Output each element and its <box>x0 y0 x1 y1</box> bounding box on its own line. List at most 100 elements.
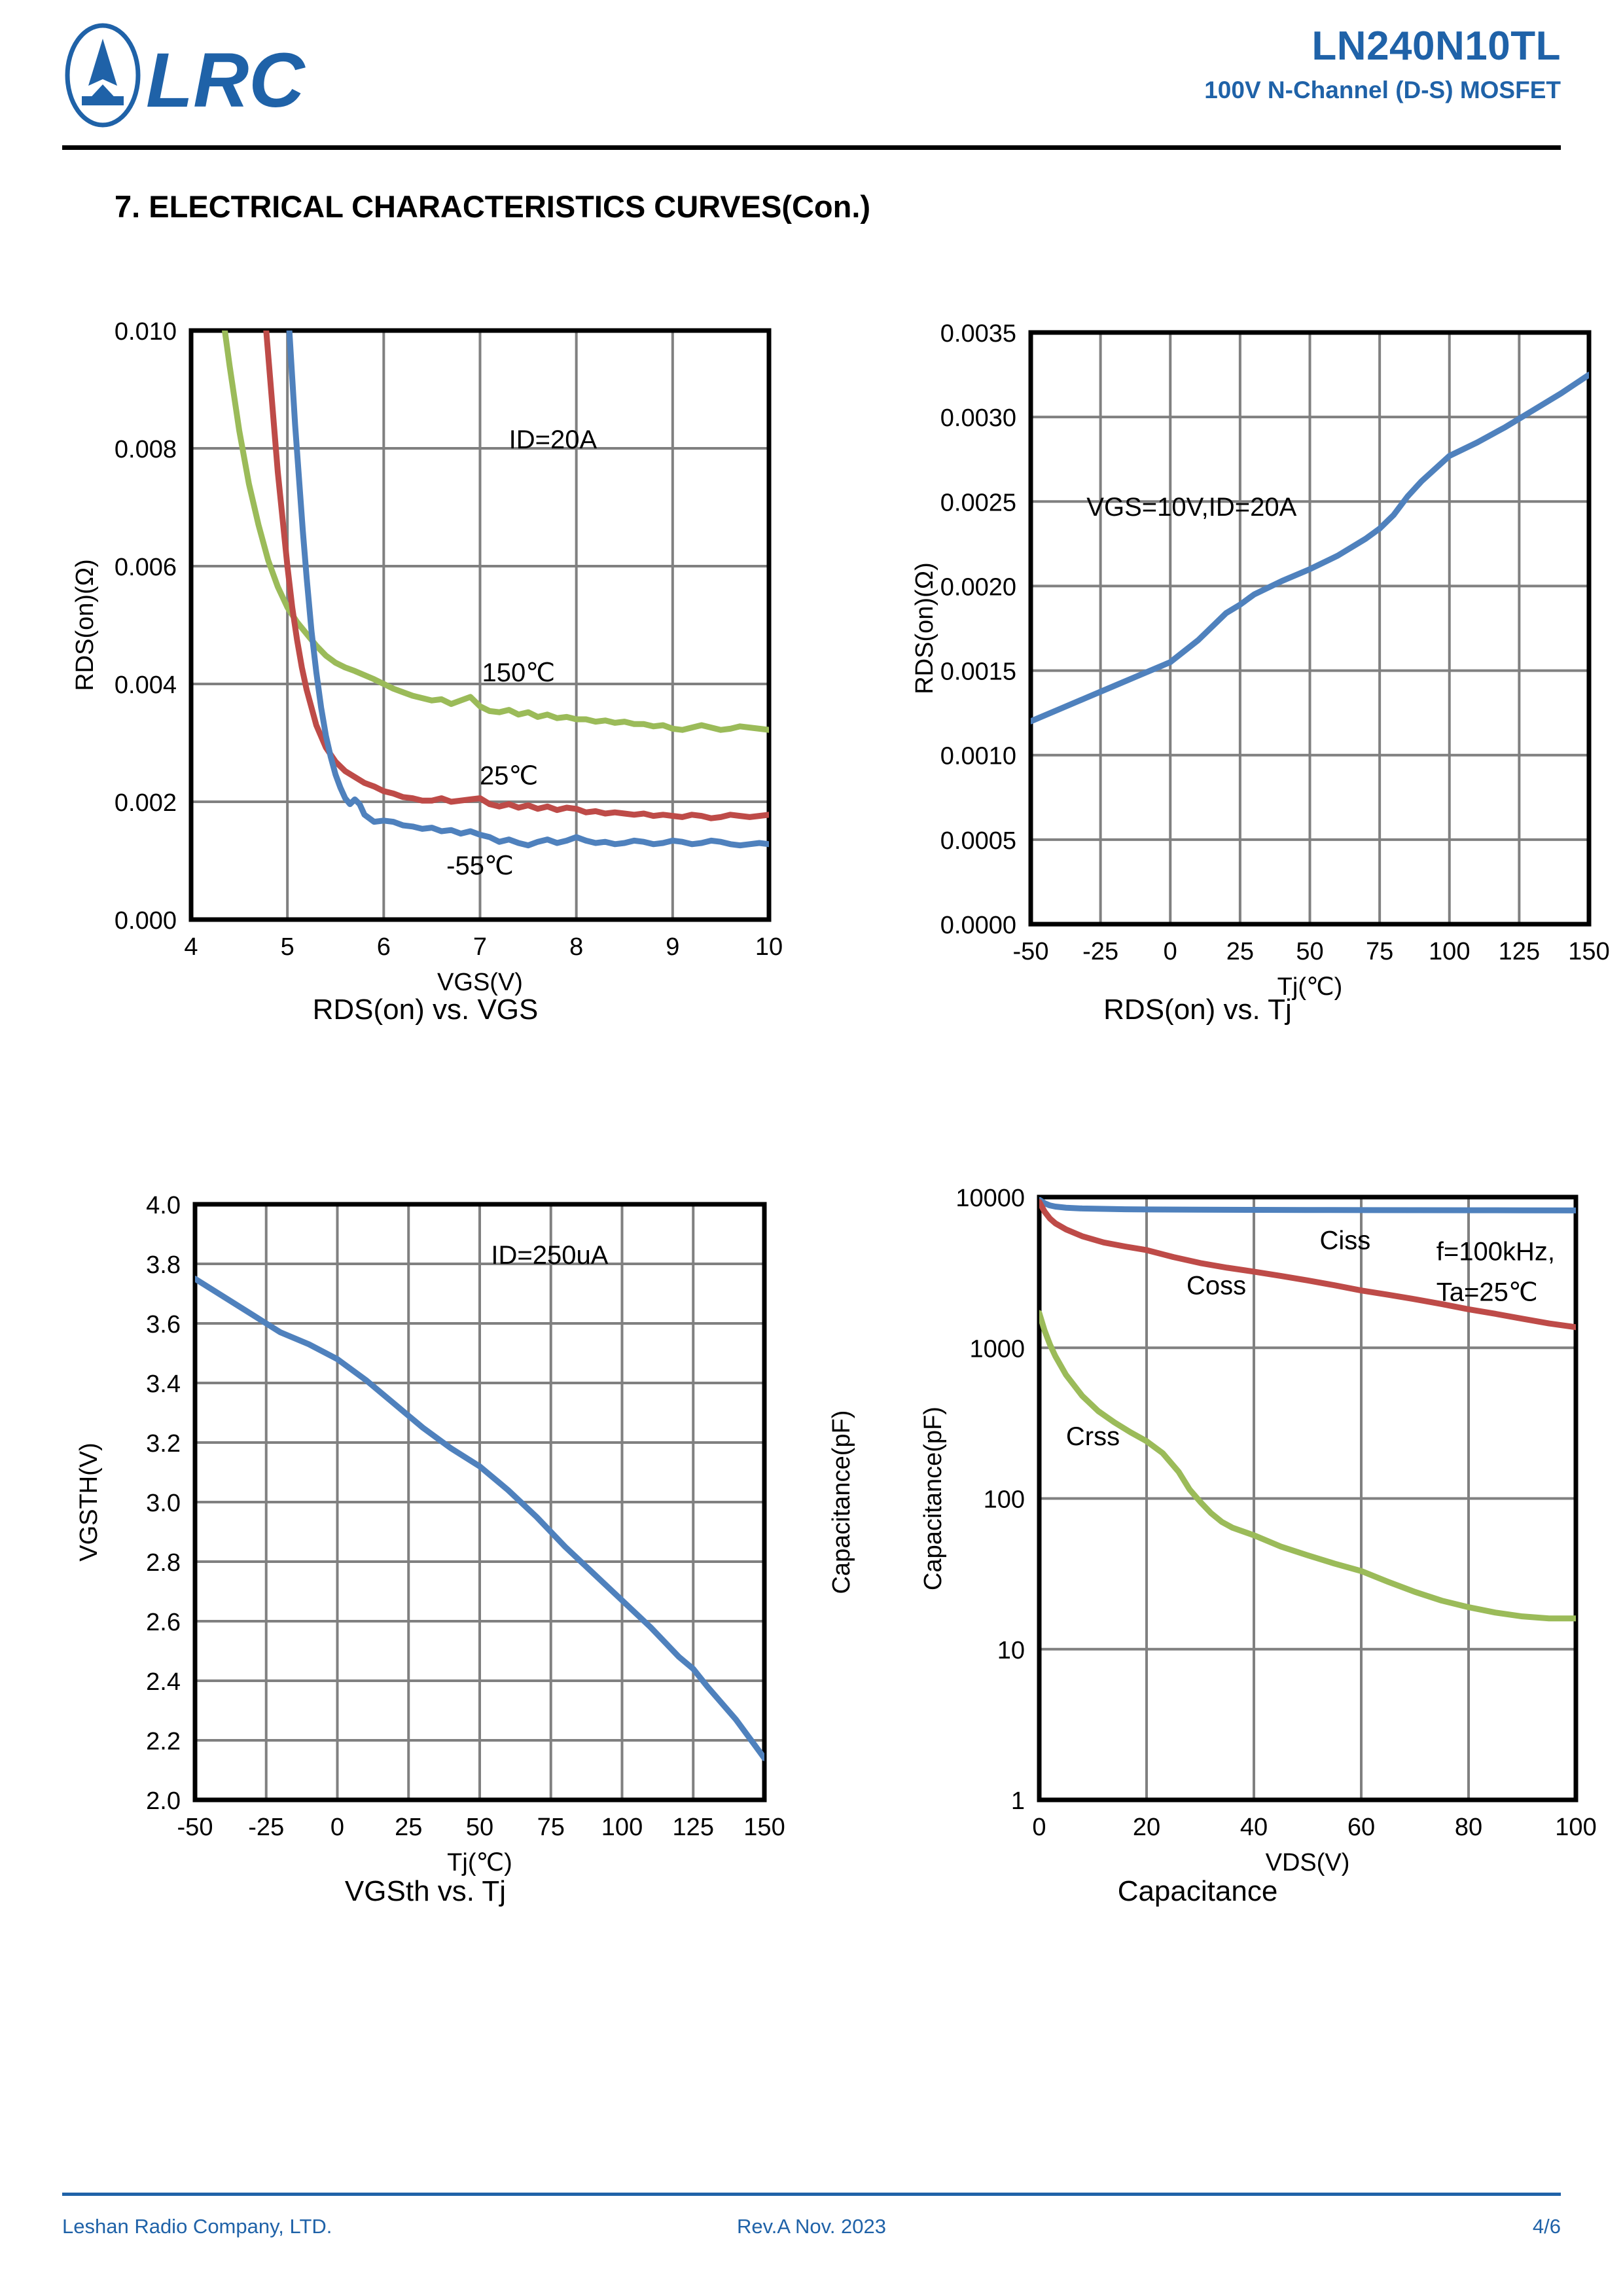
x-tick-label: 6 <box>377 933 391 961</box>
y-axis-title: RDS(on)(Ω) <box>71 559 99 691</box>
page-footer: Leshan Radio Company, LTD. Rev.A Nov. 20… <box>62 2207 1561 2246</box>
series-label: 150℃ <box>482 658 556 687</box>
x-tick-label: -25 <box>248 1814 284 1841</box>
y-tick-label: 0.002 <box>115 789 177 817</box>
x-tick-label: 25 <box>1226 938 1254 965</box>
x-tick-label: 100 <box>1555 1814 1596 1841</box>
x-tick-label: 40 <box>1240 1814 1268 1841</box>
series-label: Crss <box>1066 1422 1120 1451</box>
y-tick-label: 0.010 <box>115 318 177 346</box>
series-label: 25℃ <box>480 762 538 791</box>
chart-annotation: VGS=10V,ID=20A <box>1086 493 1296 522</box>
y-tick-label: 4.0 <box>146 1192 181 1219</box>
lrc-logo: LRC <box>62 23 337 128</box>
y-tick-label: 0.0000 <box>940 912 1016 939</box>
chart-title: RDS(on) vs. Tj <box>1103 994 1292 1026</box>
y-tick-label: 0.006 <box>115 554 177 581</box>
chart-capacitance: 0 20 40 60 80 100 1 10 100 1000 10000 VDS(V) Capacit… <box>812 1162 1597 1947</box>
chart-vgsth-vs-tj: -50 -25 0 25 50 75 100 125 150 2.0 2.2 2.4 2.6 2.8 3.0… <box>39 1162 855 1947</box>
x-tick-label: 100 <box>601 1814 643 1841</box>
x-tick-label: 0 <box>1164 938 1177 965</box>
chart-svg: 4 5 6 7 8 9 10 0.000 0.002 0.004 0.006 0.008 0.010 VG… <box>71 318 783 996</box>
chart-annotation: Ta=25℃ <box>1436 1278 1538 1307</box>
series-line <box>1039 1310 1576 1622</box>
chart-rdson-vs-tj: -50 -25 0 25 50 75 100 125 150 0.0000 0.0005 0.0010… <box>812 288 1610 1060</box>
x-tick-label: 75 <box>537 1814 565 1841</box>
chart-title: VGSth vs. Tj <box>344 1875 507 1907</box>
y-tick-label: 0.0005 <box>940 827 1016 855</box>
y-tick-label: 3.6 <box>146 1311 181 1338</box>
y-tick-label: 0.000 <box>115 907 177 935</box>
chart-annotation: f=100kHz, <box>1436 1238 1555 1266</box>
y-tick-label: 0.0035 <box>940 320 1016 348</box>
x-tick-label: 20 <box>1133 1814 1160 1841</box>
series-line <box>195 1276 764 1761</box>
y-tick-label: 0.0010 <box>940 743 1016 770</box>
footer-revision: Rev.A Nov. 2023 <box>736 2215 887 2238</box>
x-tick-label: 25 <box>395 1814 422 1841</box>
x-tick-label: 5 <box>281 933 294 961</box>
y-tick-label: 2.4 <box>146 1668 181 1696</box>
x-axis-title: VDS(V) <box>1266 1849 1350 1876</box>
chart-svg: 0 20 40 60 80 100 1 10 100 1000 10000 VDS(V) Capacit… <box>919 1185 1597 1876</box>
chart-svg: -50 -25 0 25 50 75 100 125 150 0.0000 0.0005 0.0010… <box>911 320 1610 1001</box>
chart-title: RDS(on) vs. VGS <box>312 994 539 1026</box>
x-axis-title: Tj(℃) <box>447 1849 512 1876</box>
footer-divider <box>62 2193 1561 2196</box>
y-tick-label: 0.008 <box>115 436 177 463</box>
page-header: LRC LN240N10TL 100V N-Channel (D-S) MOSF… <box>0 0 1623 157</box>
y-tick-label: 0.0025 <box>940 489 1016 516</box>
x-tick-label: 150 <box>743 1814 785 1841</box>
series-line <box>1039 1198 1576 1331</box>
x-tick-label: 0 <box>1032 1814 1046 1841</box>
x-tick-label: 0 <box>330 1814 344 1841</box>
series-line <box>286 331 769 849</box>
x-tick-label: 50 <box>1296 938 1323 965</box>
series-label: -55℃ <box>446 852 514 880</box>
y-tick-label: 3.8 <box>146 1251 181 1279</box>
x-tick-label: 75 <box>1366 938 1393 965</box>
y-tick-label: 0.0030 <box>940 404 1016 432</box>
series-label: Coss <box>1186 1272 1246 1300</box>
x-tick-label: 50 <box>466 1814 493 1841</box>
x-tick-label: 100 <box>1429 938 1470 965</box>
footer-company: Leshan Radio Company, LTD. <box>62 2215 332 2238</box>
y-tick-label: 1 <box>1011 1787 1025 1815</box>
x-tick-label: 4 <box>184 933 198 961</box>
x-tick-label: -25 <box>1082 938 1118 965</box>
header-right: LN240N10TL 100V N-Channel (D-S) MOSFET <box>1204 25 1561 104</box>
footer-page-number: 4/6 <box>1532 2215 1561 2238</box>
y-tick-label: 2.8 <box>146 1549 181 1577</box>
chart-svg: -50 -25 0 25 50 75 100 125 150 2.0 2.2 2.4 2.6 2.8 3.0… <box>75 1192 855 1876</box>
y-tick-label: 10 <box>997 1637 1025 1664</box>
x-tick-label: 10 <box>755 933 783 961</box>
series-line <box>1039 1197 1576 1213</box>
header-divider <box>62 145 1561 150</box>
x-tick-label: 80 <box>1455 1814 1482 1841</box>
y-tick-label: 1000 <box>969 1335 1025 1363</box>
y-tick-label: 3.4 <box>146 1371 181 1398</box>
x-tick-label: 125 <box>1499 938 1540 965</box>
part-subtitle: 100V N-Channel (D-S) MOSFET <box>1204 77 1561 104</box>
y-tick-label: 0.004 <box>115 672 177 699</box>
y-tick-label: 100 <box>984 1486 1025 1514</box>
series-label: Ciss <box>1320 1226 1371 1255</box>
x-tick-label: 7 <box>473 933 487 961</box>
series-line <box>1031 372 1589 725</box>
logo-wordmark: LRC <box>146 37 306 124</box>
y-axis-title: RDS(on)(Ω) <box>911 562 938 694</box>
y-tick-label: 2.2 <box>146 1728 181 1755</box>
y-axis-title: VGSTH(V) <box>75 1443 103 1562</box>
y-axis-title-right: Capacitance(pF) <box>828 1410 855 1594</box>
y-tick-label: 2.6 <box>146 1609 181 1636</box>
chart-annotation: ID=20A <box>509 425 597 454</box>
x-tick-label: 125 <box>673 1814 714 1841</box>
x-tick-label: 150 <box>1568 938 1609 965</box>
y-tick-label: 2.0 <box>146 1787 181 1815</box>
x-axis-title: VGS(V) <box>437 969 523 996</box>
y-tick-label: 0.0015 <box>940 658 1016 686</box>
chart-rdson-vs-vgs: 4 5 6 7 8 9 10 0.000 0.002 0.004 0.006 0.008 0.010 VG… <box>39 288 812 1060</box>
chart-title: Capacitance <box>1117 1875 1278 1907</box>
x-axis-title: Tj(℃) <box>1277 973 1343 1001</box>
